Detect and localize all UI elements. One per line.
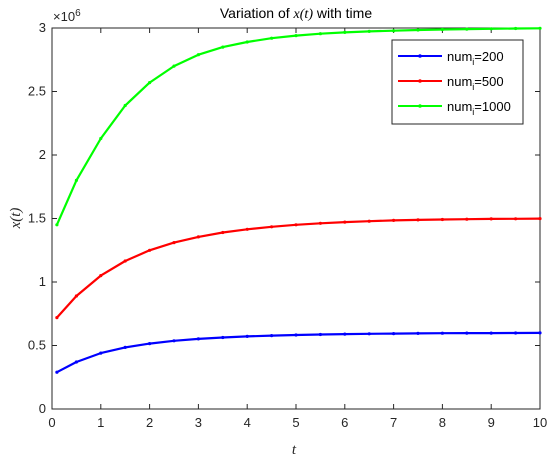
y-tick-label: 2 [39,147,46,162]
series-3-point [172,64,176,68]
series-2-point [416,218,420,222]
series-2-point [172,241,176,245]
legend-entries: numi=200 numi=500 numi=1000 [398,49,511,117]
series-2-point [514,217,518,221]
series-1-point [440,331,444,335]
x-tick-label: 2 [146,415,153,430]
series-1-point [514,331,518,335]
series-1-point [172,339,176,343]
series-1-point [294,333,298,337]
series-1-point [245,334,249,338]
x-tick-label: 9 [488,415,495,430]
series-3-point [99,136,103,141]
series-3-point [514,26,518,31]
series-1-point [74,360,78,364]
legend-label-2: numi=500 [447,74,504,92]
legend-marker-1 [418,54,422,58]
series-1-point [221,335,225,340]
series-3-point [294,34,298,38]
y-axis-label: x(t) [8,208,24,230]
series-2-point [489,217,493,221]
series-3-point [343,30,347,34]
x-tick-label: 4 [244,415,251,430]
y-tick-label: 1 [39,274,46,289]
series-2-point [294,223,298,227]
series-3-point [245,40,249,44]
series-layer [55,26,542,374]
series-1-point [99,351,103,355]
series-1-point [416,331,420,335]
series-1-point [367,332,371,336]
series-1-point [343,332,347,336]
legend: numi=200 numi=500 numi=1000 [391,39,524,125]
legend-marker-3 [418,104,422,108]
y-tick-label: 1.5 [28,211,46,226]
series-2-point [99,274,103,278]
series-2-point [196,235,200,239]
series-3-point [270,36,274,40]
series-2-point [318,221,322,225]
series-3-point [392,29,396,33]
series-2-point [465,217,469,221]
x-tick-label: 3 [195,415,202,430]
series-1-point [270,334,274,338]
series-3-point [196,53,200,57]
series-2-point [74,294,78,298]
series-1-point [196,337,200,341]
series-1-point [148,342,152,346]
series-2-point [221,230,225,235]
series-3-point [416,28,420,32]
chart-title: Variation of x(t) with time [220,5,372,22]
y-tick-label: 0 [39,401,46,416]
series-2-point [245,227,249,231]
series-3-point [55,223,59,227]
series-3-point [123,103,127,108]
x-tick-label: 5 [292,415,299,430]
series-1-point [318,332,322,337]
series-1-point [55,370,59,374]
series-2-point [270,225,274,229]
series-2-point [343,220,347,224]
legend-label-1: numi=200 [447,49,504,67]
series-2-point [392,218,396,222]
series-3-point [148,81,152,85]
x-tick-label: 7 [390,415,397,430]
y-axis-ticks: 0 0.5 1 1.5 2 2.5 3 [28,20,540,416]
x-axis-label: t [292,442,297,458]
series-2-point [440,217,444,222]
legend-label-3: numi=1000 [447,99,511,117]
series-3-point [367,29,371,33]
series-2-point [148,248,152,252]
y-tick-label: 3 [39,20,46,35]
series-2-point [538,217,542,221]
y-tick-label: 0.5 [28,338,46,353]
x-tick-label: 10 [533,415,547,430]
series-2-point [367,219,371,223]
series-2-point [55,316,59,320]
legend-marker-2 [418,79,422,83]
x-tick-label: 0 [48,415,55,430]
series-1-point [489,331,493,335]
series-1-point [123,345,127,349]
series-1-point [392,332,396,336]
series-1-point [538,331,542,335]
series-1-point [465,331,469,335]
series-3-point [489,27,493,31]
x-tick-label: 1 [97,415,104,430]
series-3-point [465,27,469,31]
series-3-point [318,32,322,36]
y-exponent-label: ×106 [53,8,81,24]
x-tick-label: 6 [341,415,348,430]
series-3-point [538,26,542,30]
series-3-point [74,178,78,182]
x-axis-ticks: 0 1 2 3 4 5 6 7 8 9 10 [48,28,547,430]
series-3-point [440,27,444,32]
x-tick-label: 8 [439,415,446,430]
y-tick-label: 2.5 [28,84,46,99]
series-2-point [123,259,127,263]
series-3-point [221,45,225,49]
